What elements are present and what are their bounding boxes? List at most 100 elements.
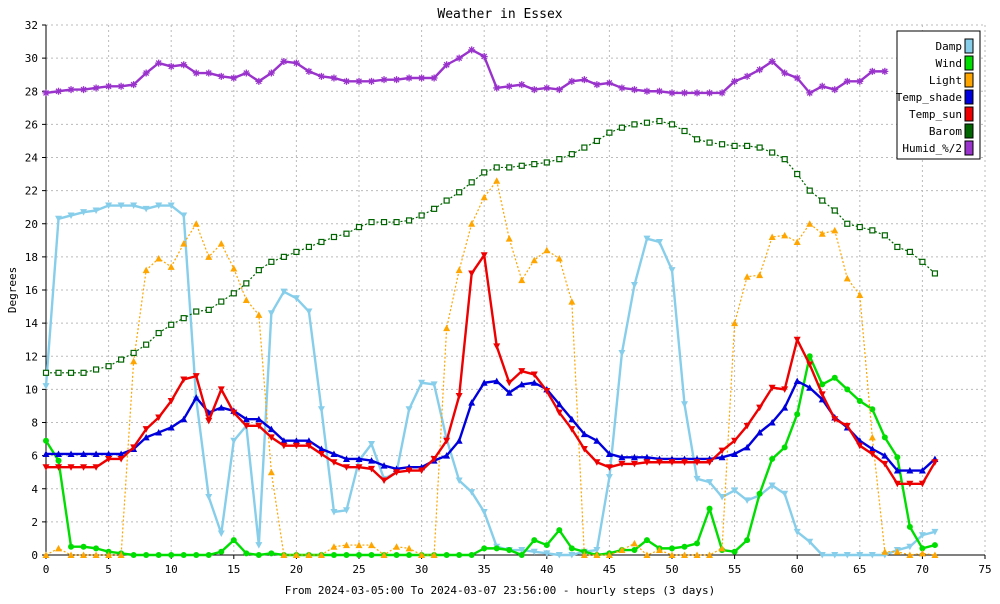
- data-point-humid-2: [655, 87, 663, 95]
- y-tick-label: 30: [25, 52, 38, 65]
- data-point-temp-sun: [543, 388, 551, 395]
- data-point-light: [831, 226, 839, 234]
- data-point-temp-shade: [793, 377, 801, 385]
- data-point-humid-2: [843, 77, 851, 85]
- data-point-temp-sun: [130, 444, 138, 451]
- y-tick-label: 4: [31, 483, 38, 496]
- data-point-barom: [230, 290, 237, 297]
- data-point-damp: [530, 548, 538, 556]
- data-point-temp-sun: [605, 464, 613, 471]
- data-point-humid-2: [831, 86, 839, 94]
- data-point-temp-shade: [192, 394, 200, 401]
- data-point-temp-sun: [105, 455, 113, 463]
- data-point-damp: [255, 542, 263, 549]
- data-point-barom: [205, 306, 212, 313]
- data-point-damp: [543, 550, 551, 557]
- data-point-light: [393, 543, 401, 550]
- data-point-humid-2: [130, 81, 138, 89]
- data-point-barom: [681, 127, 688, 135]
- data-point-damp: [430, 381, 438, 388]
- data-point-wind: [393, 552, 400, 558]
- data-point-barom: [894, 243, 901, 251]
- data-point-damp: [55, 215, 63, 223]
- data-point-temp-sun: [868, 450, 876, 458]
- data-point-temp-shade: [718, 453, 726, 461]
- data-point-temp-sun: [756, 404, 764, 412]
- data-point-wind: [543, 542, 550, 549]
- data-point-wind: [531, 537, 538, 544]
- data-point-damp: [706, 479, 714, 486]
- data-point-light: [55, 544, 63, 552]
- data-point-light: [668, 551, 676, 558]
- data-point-barom: [919, 258, 926, 265]
- data-point-temp-shade: [568, 415, 576, 423]
- data-point-damp: [793, 528, 801, 536]
- data-point-damp: [743, 497, 751, 504]
- data-point-barom: [769, 149, 776, 156]
- data-point-barom: [255, 267, 262, 274]
- data-point-temp-shade: [893, 467, 901, 474]
- x-tick-label: 50: [665, 563, 678, 576]
- data-point-humid-2: [280, 57, 288, 65]
- series-light: [42, 177, 939, 558]
- data-point-barom: [143, 341, 150, 348]
- data-point-barom: [155, 329, 162, 337]
- data-point-barom: [42, 369, 50, 376]
- data-point-damp: [655, 238, 663, 246]
- data-point-barom: [280, 253, 287, 260]
- data-point-damp: [317, 406, 325, 413]
- data-point-temp-sun: [568, 426, 576, 433]
- data-point-humid-2: [355, 77, 363, 85]
- data-point-temp-sun: [305, 442, 313, 450]
- data-point-light: [793, 238, 801, 245]
- data-point-wind: [556, 527, 563, 534]
- series-line-temp-shade: [46, 379, 936, 472]
- data-point-temp-shade: [505, 389, 513, 396]
- data-point-temp-sun: [167, 397, 175, 405]
- data-point-light: [368, 541, 376, 549]
- data-point-light: [681, 551, 689, 558]
- data-point-barom: [543, 159, 550, 166]
- data-point-temp-sun: [142, 426, 150, 433]
- data-point-light: [267, 468, 275, 476]
- data-point-wind: [481, 545, 488, 552]
- y-tick-label: 20: [25, 218, 38, 231]
- data-point-barom: [443, 197, 450, 204]
- data-point-damp: [630, 282, 638, 289]
- data-point-humid-2: [105, 82, 113, 90]
- data-point-barom: [781, 156, 788, 163]
- data-point-humid-2: [593, 81, 601, 89]
- data-point-temp-sun: [881, 460, 889, 468]
- data-point-damp: [117, 202, 125, 210]
- data-point-barom: [581, 144, 588, 151]
- data-point-barom: [218, 298, 225, 305]
- data-point-humid-2: [405, 74, 413, 82]
- data-point-temp-shade: [818, 395, 826, 403]
- data-point-damp: [217, 530, 225, 537]
- data-point-light: [818, 230, 826, 237]
- data-point-temp-shade: [155, 428, 163, 436]
- data-point-damp: [292, 295, 300, 302]
- data-point-humid-2: [718, 89, 726, 97]
- x-tick-label: 40: [540, 563, 553, 576]
- series-humid-2: [42, 46, 889, 97]
- data-point-barom: [193, 308, 200, 315]
- series-line-damp: [44, 204, 936, 557]
- data-point-wind: [931, 542, 938, 549]
- data-point-temp-shade: [67, 450, 75, 457]
- data-point-light: [706, 551, 714, 558]
- data-point-temp-sun: [205, 417, 213, 425]
- data-point-barom: [631, 121, 638, 128]
- data-point-temp-sun: [80, 464, 88, 471]
- x-tick-label: 60: [791, 563, 804, 576]
- data-point-wind: [819, 381, 826, 388]
- data-point-wind: [744, 537, 751, 544]
- data-point-light: [893, 548, 901, 555]
- data-point-barom: [806, 187, 813, 194]
- data-point-barom: [731, 142, 738, 150]
- data-point-temp-shade: [743, 443, 751, 451]
- tick-labels: 0 5 10 15 20 25 30 35 40 45 50 55 60 65 70 750246810121…: [25, 19, 992, 576]
- data-point-barom: [481, 169, 488, 176]
- data-point-humid-2: [205, 69, 213, 77]
- data-point-temp-sun: [831, 416, 839, 423]
